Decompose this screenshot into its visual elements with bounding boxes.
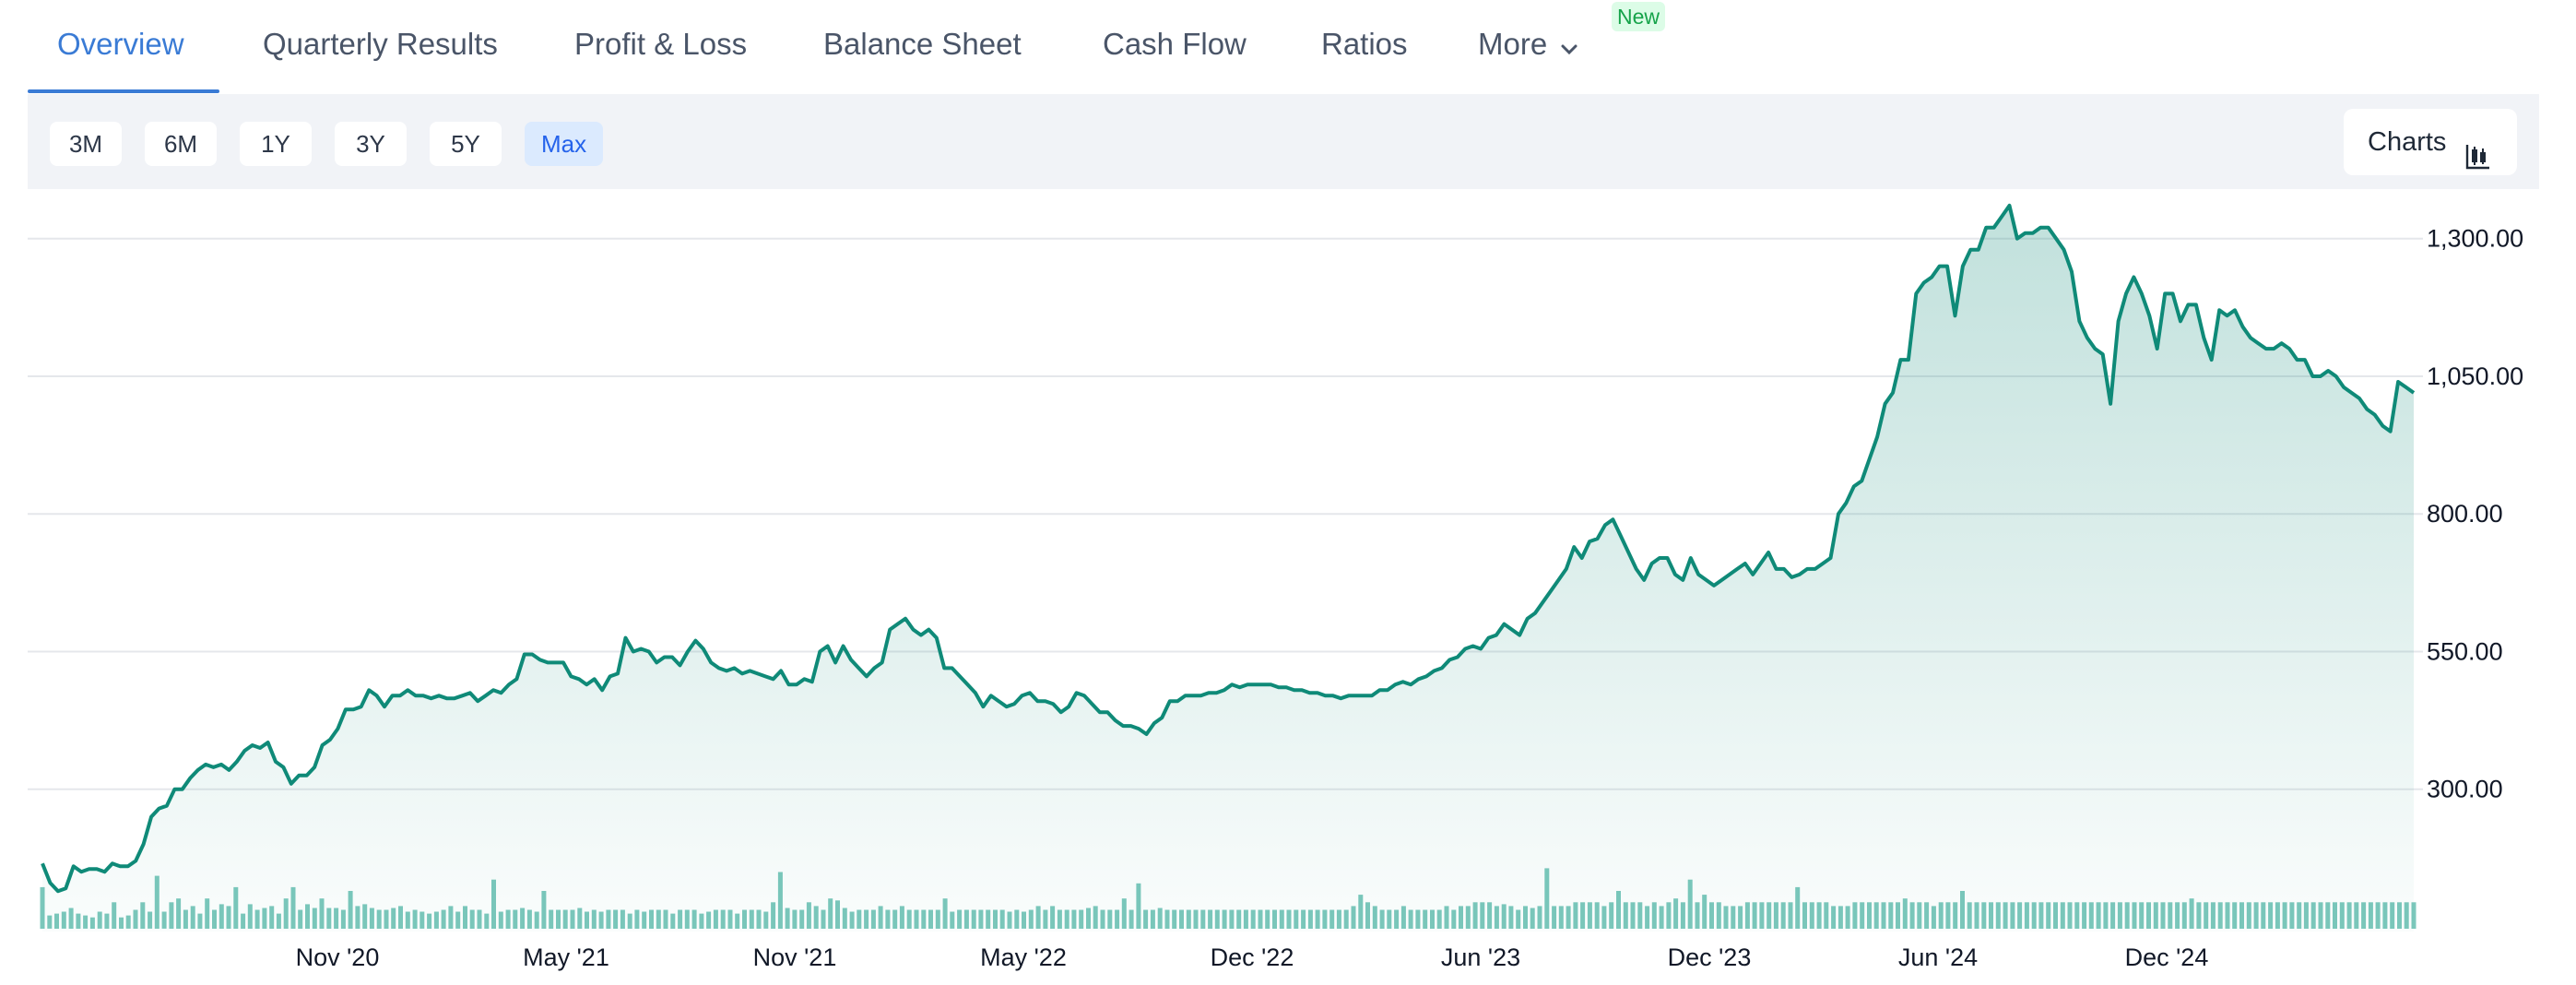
section-tabs: Overview Quarterly Results Profit & Loss…	[28, 0, 2549, 94]
range-6m-button[interactable]: 6M	[145, 122, 217, 166]
x-tick-label: Nov '20	[296, 943, 380, 971]
price-area-fill	[42, 205, 2414, 932]
y-tick-label: 1,050.00	[2427, 362, 2523, 390]
y-axis-labels: 1,300.00 1,050.00 800.00 550.00 300.00	[2427, 225, 2523, 803]
price-series-line	[41, 203, 2416, 894]
chevron-down-icon	[1560, 28, 1578, 65]
chart-toolbar: 3M 6M 1Y 3Y 5Y Max Charts	[28, 94, 2539, 189]
active-tab-indicator	[28, 89, 219, 93]
x-tick-label: Dec '24	[2125, 943, 2209, 971]
tab-balance-sheet[interactable]: Balance Sheet	[823, 27, 1022, 61]
x-tick-label: May '22	[980, 943, 1067, 971]
new-badge: New	[1612, 2, 1666, 31]
range-3m-button[interactable]: 3M	[50, 122, 122, 166]
candlestick-chart-icon	[2465, 129, 2491, 196]
y-tick-label: 300.00	[2427, 776, 2503, 803]
x-tick-label: May '21	[523, 943, 609, 971]
charts-button[interactable]: Charts	[2344, 109, 2517, 175]
price-area	[42, 205, 2414, 932]
x-tick-label: Nov '21	[753, 943, 837, 971]
range-3y-button[interactable]: 3Y	[335, 122, 407, 166]
x-tick-label: Dec '23	[1668, 943, 1752, 971]
x-tick-label: Jun '24	[1898, 943, 1978, 971]
tab-more[interactable]: More	[1478, 26, 1578, 65]
price-line	[41, 203, 2416, 894]
tab-cash-flow[interactable]: Cash Flow	[1103, 27, 1247, 61]
x-tick-label: Dec '22	[1211, 943, 1294, 971]
x-tick-label: Jun '23	[1441, 943, 1520, 971]
tab-ratios[interactable]: Ratios	[1321, 27, 1408, 61]
charts-button-label: Charts	[2368, 127, 2447, 157]
range-1y-button[interactable]: 1Y	[240, 122, 312, 166]
tab-overview[interactable]: Overview	[57, 27, 184, 61]
y-tick-label: 800.00	[2427, 500, 2503, 528]
tab-profit-loss[interactable]: Profit & Loss	[574, 27, 748, 61]
y-tick-label: 550.00	[2427, 637, 2503, 665]
price-chart[interactable]: 1,300.00 1,050.00 800.00 550.00 300.00 Nov '…	[0, 189, 2576, 985]
x-axis-labels: Nov '20 May '21 Nov '21 May '22 Dec '22 Jun '…	[296, 943, 2209, 971]
range-max-button[interactable]: Max	[525, 122, 604, 166]
tab-quarterly-results[interactable]: Quarterly Results	[263, 27, 498, 61]
range-5y-button[interactable]: 5Y	[430, 122, 502, 166]
y-tick-label: 1,300.00	[2427, 225, 2523, 253]
tab-more-label: More	[1478, 27, 1548, 61]
